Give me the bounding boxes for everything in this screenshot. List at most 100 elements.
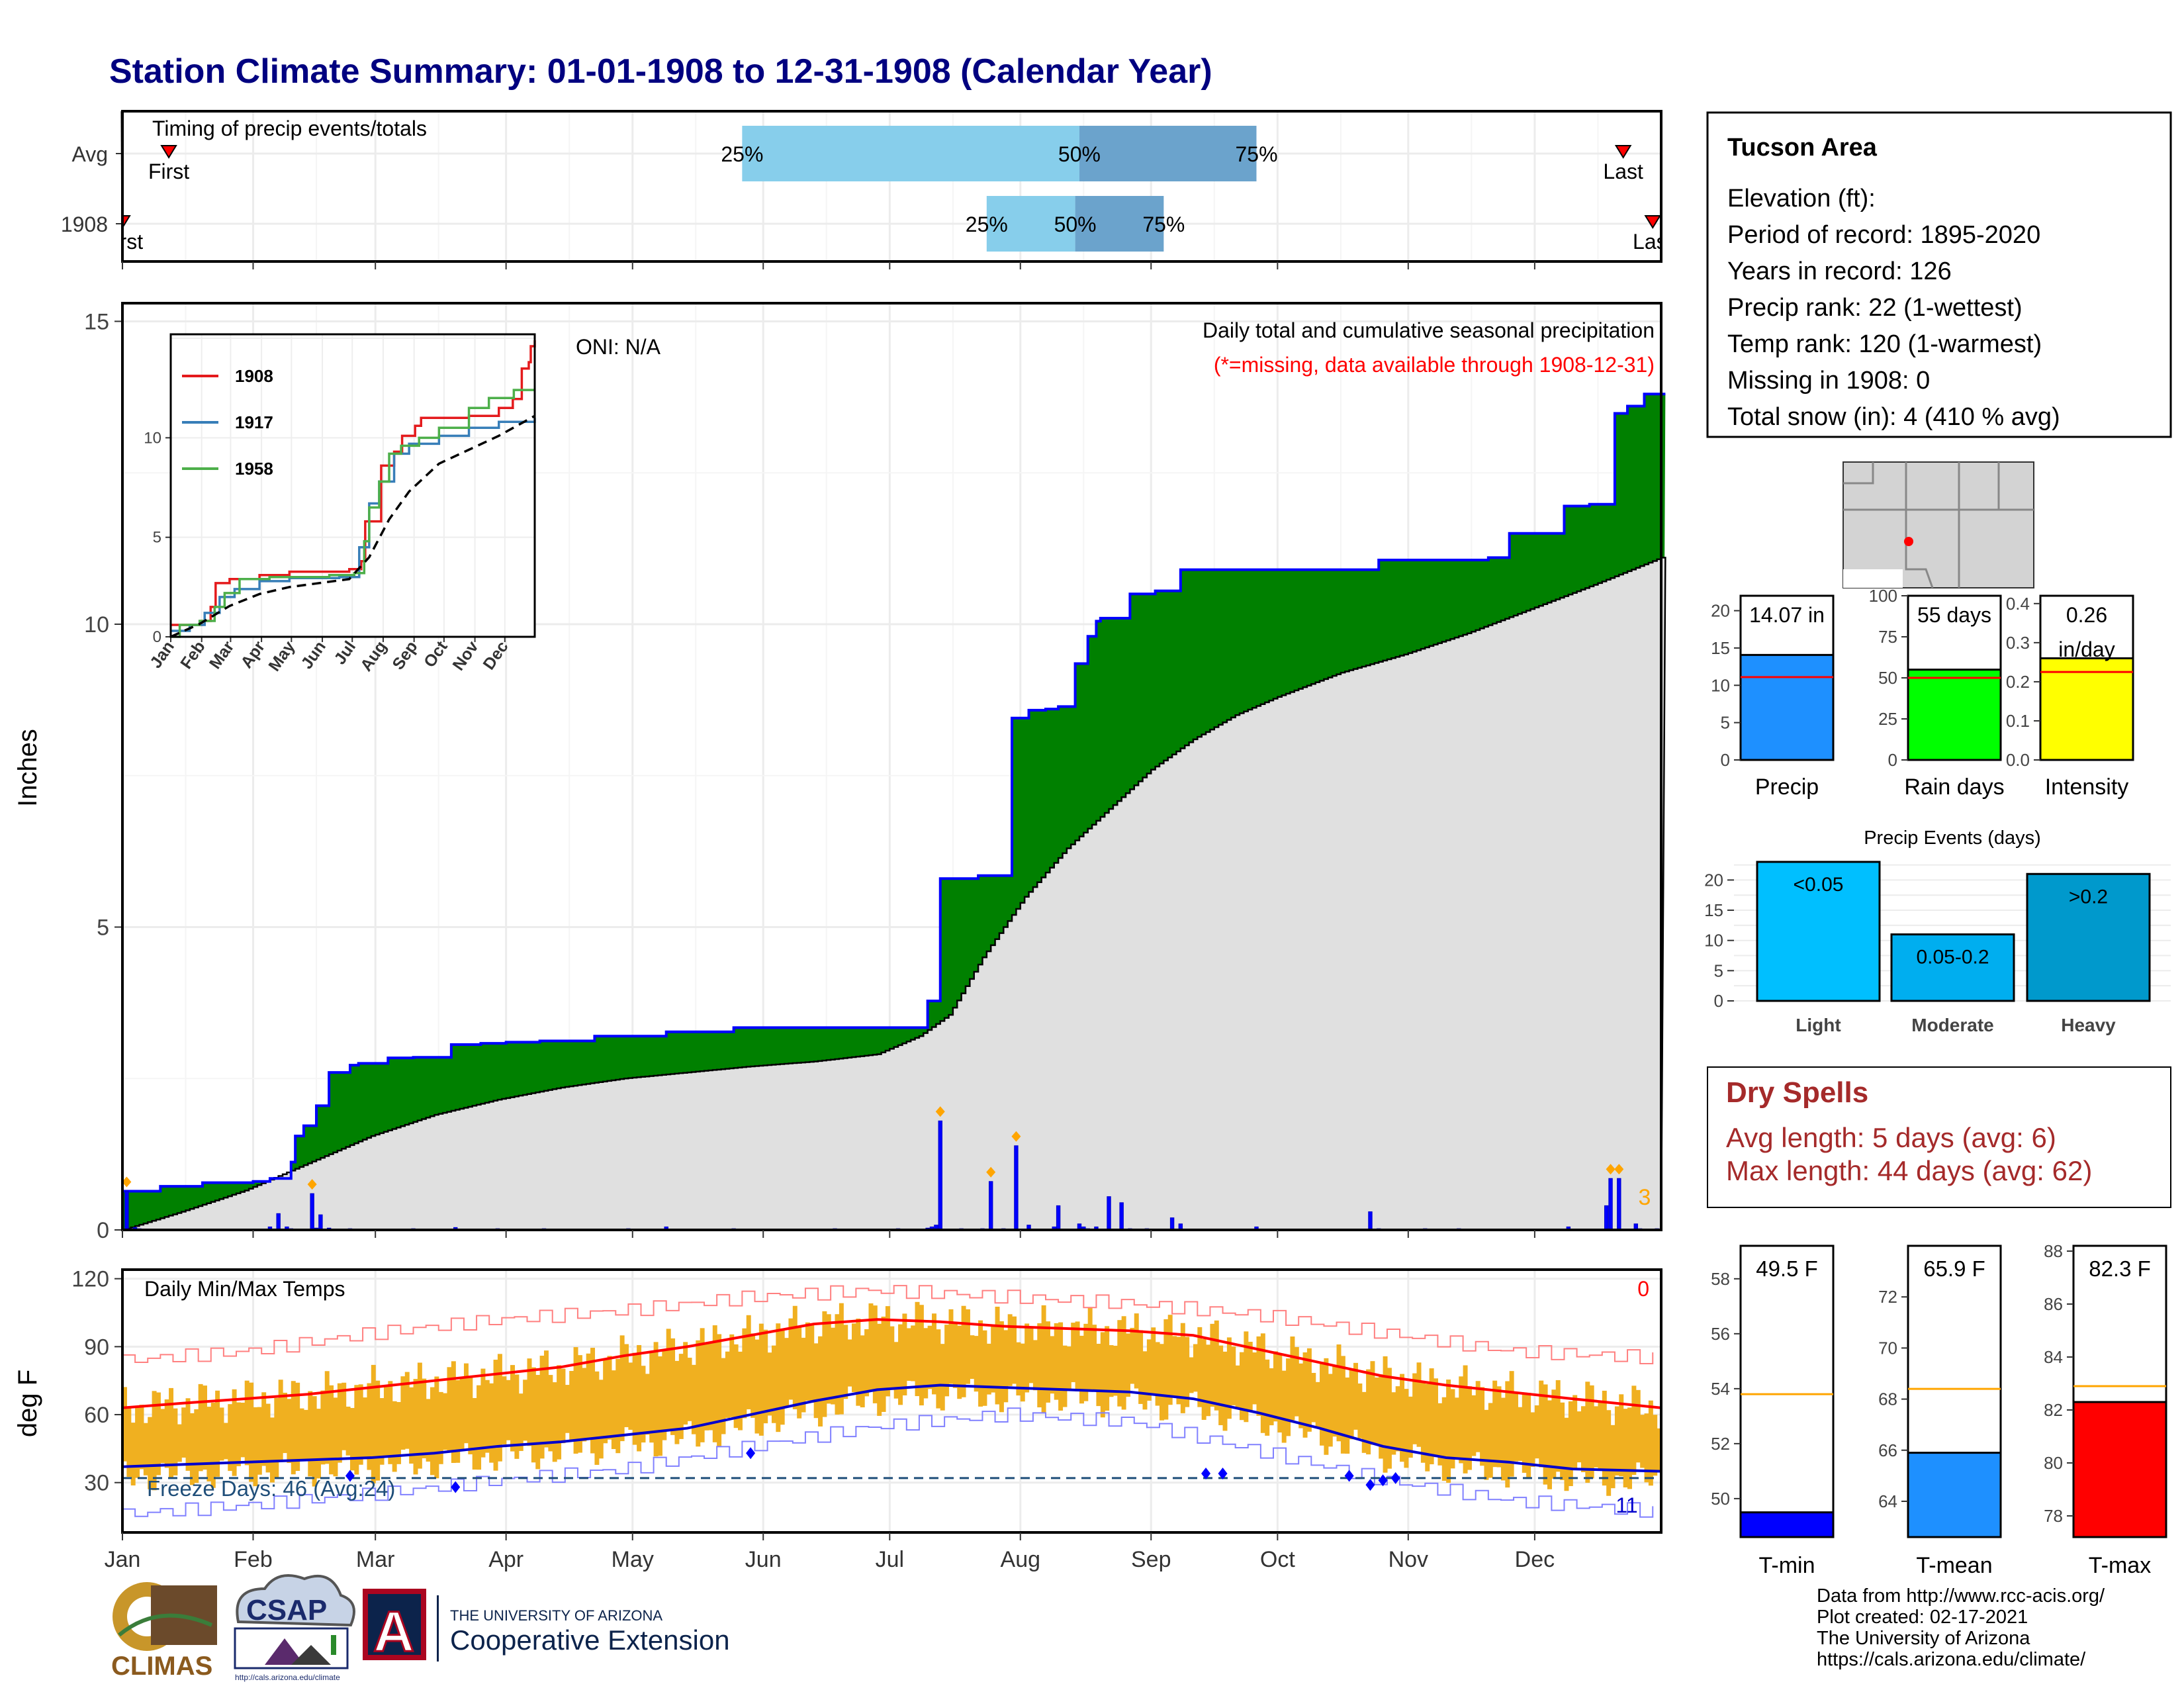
daily-temp-bar bbox=[696, 1340, 701, 1447]
station-location-marker bbox=[1904, 537, 1913, 546]
page-title: Station Climate Summary: 01-01-1908 to 1… bbox=[109, 52, 1212, 91]
daily-temp-bar bbox=[965, 1309, 970, 1384]
temp-summary-box bbox=[1739, 1244, 1835, 1538]
location-map bbox=[1843, 461, 2034, 588]
timing-row-label: Avg bbox=[71, 142, 108, 166]
daily-temp-bar bbox=[152, 1391, 157, 1491]
daily-temp-bar bbox=[1032, 1340, 1038, 1391]
precip-panel-frame bbox=[121, 302, 1662, 1231]
daily-temp-bar bbox=[1050, 1336, 1055, 1394]
temp-summary-tick: 58 bbox=[1711, 1269, 1730, 1289]
daily-temp-bar bbox=[185, 1398, 191, 1471]
daily-temp-bar bbox=[459, 1378, 465, 1450]
daily-temp-bar bbox=[662, 1350, 667, 1440]
daily-temp-bar bbox=[704, 1344, 709, 1430]
daily-temp-bar bbox=[1126, 1333, 1130, 1397]
precip-panel-title: Daily total and cumulative seasonal prec… bbox=[1203, 318, 1655, 342]
freeze-days-label: Freeze Days: 46 (Avg:24) bbox=[147, 1476, 395, 1501]
daily-temp-bar bbox=[358, 1384, 363, 1465]
daily-temp-bar bbox=[1345, 1377, 1350, 1454]
daily-temp-bar bbox=[240, 1402, 246, 1458]
temp-summary-tick: 52 bbox=[1711, 1434, 1730, 1454]
summary-tick-raindays: 100 bbox=[1869, 586, 1897, 606]
event-bar-label: >0.2 bbox=[2069, 886, 2108, 908]
daily-temp-bar bbox=[1635, 1389, 1641, 1463]
daily-temp-bar bbox=[1260, 1333, 1265, 1433]
daily-temp-bar bbox=[771, 1345, 776, 1423]
record-low-marker bbox=[345, 1470, 355, 1482]
daily-temp-bar bbox=[1340, 1356, 1345, 1454]
temperature-panel: 30 60 90 120 Daily Min/Max Temps 0 Freeze Days… bbox=[13, 1267, 1662, 1534]
timing-bar-50-75 bbox=[1075, 196, 1164, 252]
daily-temp-bar bbox=[363, 1397, 368, 1460]
daily-temp-bar bbox=[1425, 1383, 1430, 1472]
record-count: 3 bbox=[1639, 1185, 1651, 1210]
daily-temp-bar bbox=[249, 1382, 254, 1482]
precip-y-label: Inches bbox=[13, 729, 42, 807]
daily-temp-bar bbox=[751, 1333, 756, 1418]
daily-temp-bar bbox=[1648, 1400, 1653, 1486]
daily-temp-bar bbox=[367, 1383, 372, 1470]
daily-temp-bar bbox=[1480, 1387, 1485, 1466]
summary-label-intensity: Intensity bbox=[2045, 774, 2129, 800]
station-info-line: Period of record: 1895-2020 bbox=[1727, 221, 2040, 249]
daily-temp-bar bbox=[801, 1337, 806, 1413]
temp-y-label: deg F bbox=[13, 1370, 42, 1437]
daily-temp-bar bbox=[148, 1417, 153, 1489]
month-axis-label: Sep bbox=[1131, 1547, 1171, 1572]
daily-temp-bar bbox=[1328, 1374, 1333, 1447]
footer-line: https://cals.arizona.edu/climate/ bbox=[1817, 1649, 2086, 1670]
daily-temp-bar bbox=[1066, 1346, 1071, 1391]
daily-temp-bar bbox=[1598, 1401, 1603, 1470]
daily-precip-bar bbox=[1107, 1196, 1111, 1231]
daily-temp-bar bbox=[1016, 1342, 1021, 1396]
daily-temp-bar bbox=[839, 1303, 844, 1415]
event-bar-heavy bbox=[2026, 872, 2151, 1002]
daily-temp-bar bbox=[1012, 1316, 1017, 1384]
daily-temp-bar bbox=[607, 1356, 612, 1440]
daily-temp-bar bbox=[219, 1407, 224, 1461]
month-axis-label: Oct bbox=[1260, 1547, 1295, 1572]
daily-temp-bar bbox=[1530, 1412, 1535, 1467]
summary-tick-intensity: 0.3 bbox=[2006, 633, 2030, 653]
daily-temp-bar bbox=[1518, 1407, 1523, 1461]
daily-temp-bar bbox=[641, 1366, 646, 1443]
daily-temp-bar bbox=[1361, 1391, 1367, 1453]
temp-y-tick: 90 bbox=[84, 1335, 109, 1360]
daily-temp-bar bbox=[936, 1329, 941, 1409]
record-low-marker bbox=[451, 1481, 461, 1493]
daily-temp-bar bbox=[1484, 1409, 1489, 1480]
daily-temp-bar bbox=[1117, 1320, 1122, 1407]
daily-temp-bar bbox=[624, 1344, 629, 1427]
temp-summary-tick: 86 bbox=[2044, 1294, 2063, 1314]
daily-temp-bar bbox=[818, 1336, 823, 1427]
inset-series-average bbox=[170, 414, 535, 638]
timing-right-mask bbox=[1661, 111, 1701, 261]
daily-precip-bar bbox=[938, 1120, 942, 1231]
daily-temp-bar bbox=[902, 1313, 907, 1395]
daily-temp-bar bbox=[835, 1314, 840, 1415]
daily-temp-bar bbox=[1197, 1327, 1203, 1407]
summary-tick-precip: 5 bbox=[1721, 713, 1730, 733]
daily-precip-bar bbox=[276, 1213, 281, 1231]
daily-temp-bar bbox=[1488, 1403, 1493, 1478]
summary-bar-intensity bbox=[2039, 657, 2134, 761]
daily-temp-bar bbox=[1383, 1356, 1388, 1473]
daily-temp-bar bbox=[480, 1368, 486, 1458]
daily-temp-bar bbox=[1370, 1361, 1375, 1445]
daily-temp-bar bbox=[847, 1339, 852, 1387]
daily-temp-bar bbox=[1167, 1315, 1173, 1405]
temp-summary-label: T-min bbox=[1759, 1553, 1815, 1578]
daily-temp-bar bbox=[160, 1409, 165, 1464]
daily-temp-bar bbox=[573, 1347, 578, 1454]
inset-legend-label: 1917 bbox=[235, 412, 273, 432]
summary-tick-raindays: 75 bbox=[1878, 627, 1897, 647]
daily-temp-bar bbox=[1146, 1339, 1152, 1401]
temp-summary-value: 49.5 F bbox=[1756, 1256, 1818, 1281]
timing-panel: Avg25%50%75%FirstLast190825%50%75%FirstL… bbox=[0, 110, 1701, 263]
temp-summary-tick: 50 bbox=[1711, 1489, 1730, 1509]
daily-temp-bar bbox=[1151, 1327, 1156, 1395]
daily-temp-bar bbox=[139, 1405, 144, 1470]
daily-temp-bar bbox=[308, 1391, 313, 1477]
